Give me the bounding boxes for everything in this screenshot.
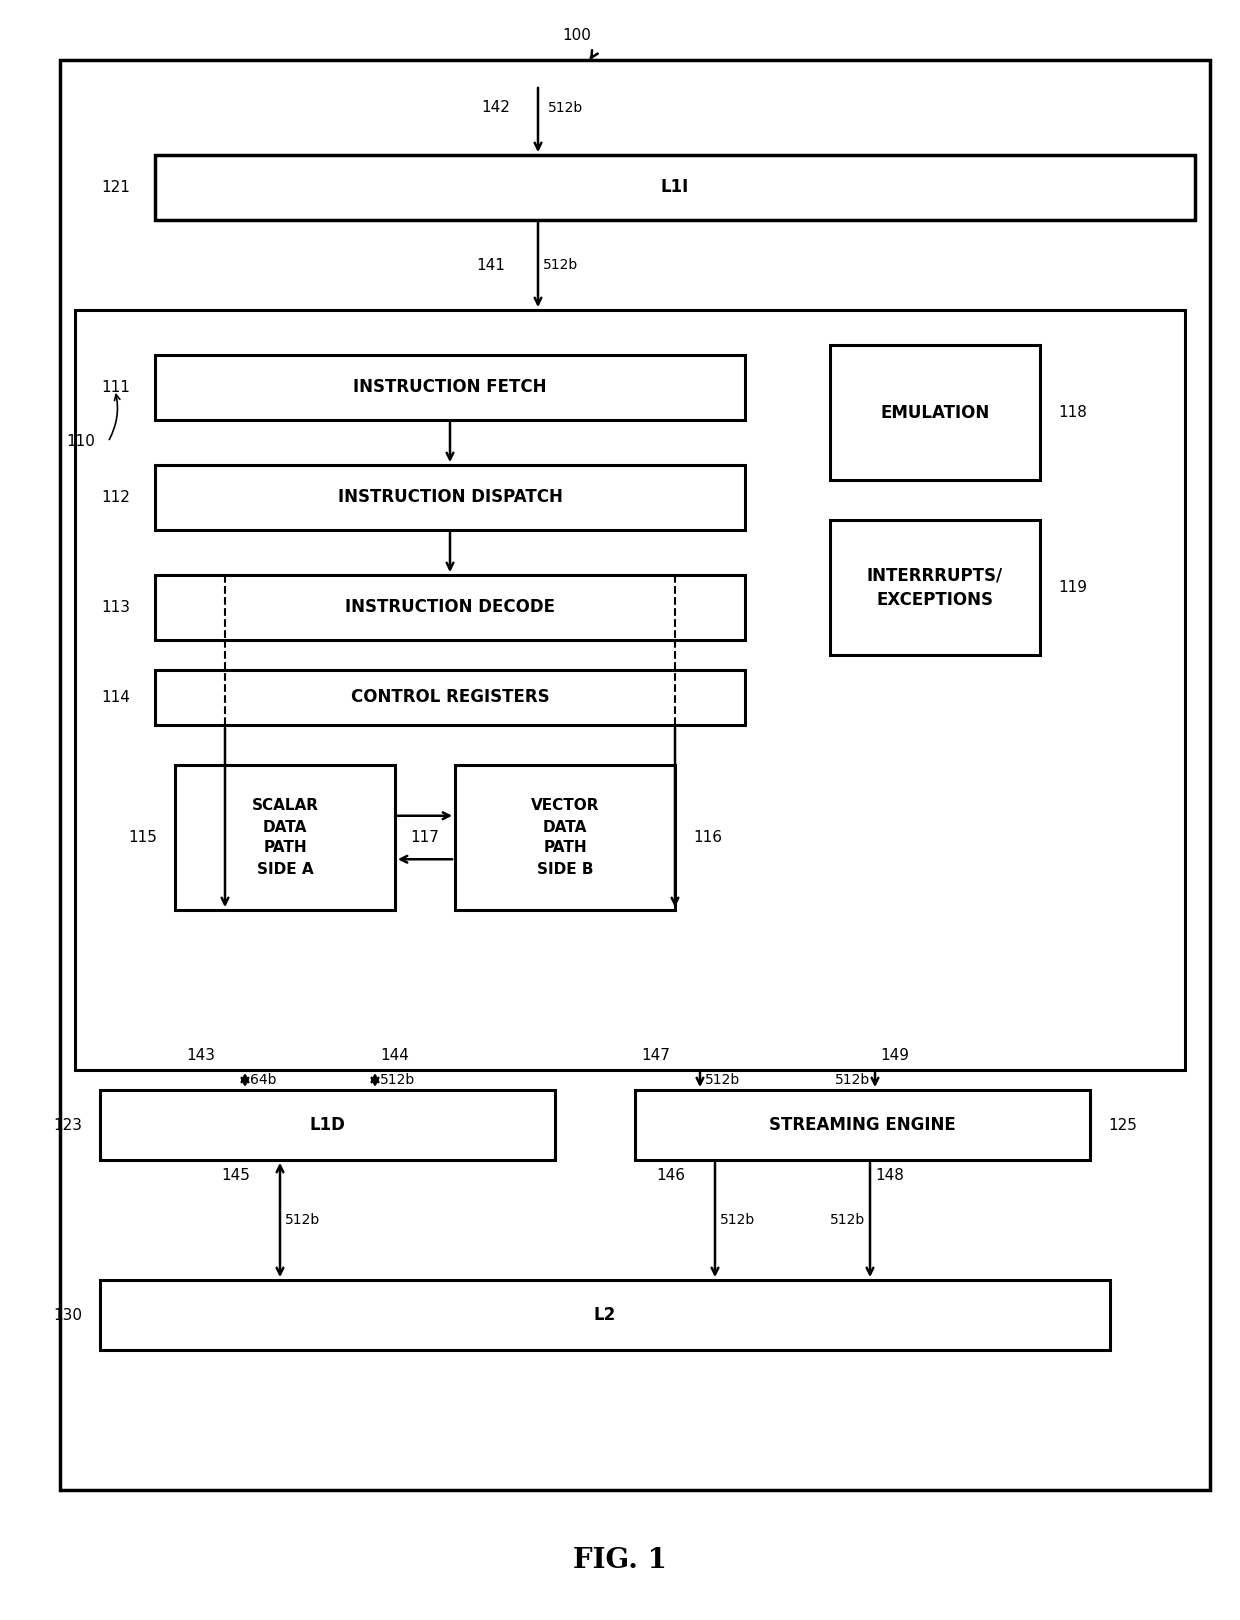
Text: L1D: L1D (310, 1116, 346, 1134)
Text: 512b: 512b (548, 100, 583, 115)
Bar (635, 1090, 1090, 1160)
Text: L2: L2 (594, 1306, 616, 1324)
Bar (100, 1090, 556, 1160)
Text: 121: 121 (102, 180, 130, 194)
Text: 116: 116 (693, 829, 722, 846)
Text: 145: 145 (221, 1168, 250, 1183)
Text: 112: 112 (102, 489, 130, 505)
Bar (155, 156, 1195, 220)
Bar (100, 1280, 1110, 1349)
Bar (155, 465, 745, 530)
Text: 118: 118 (1058, 405, 1087, 420)
Text: 512b: 512b (720, 1213, 755, 1226)
Text: 512b: 512b (379, 1072, 415, 1087)
Text: 111: 111 (102, 381, 130, 395)
Text: L1I: L1I (661, 178, 689, 196)
Text: 123: 123 (53, 1118, 82, 1132)
Bar (830, 520, 1040, 654)
Text: 512b: 512b (830, 1213, 866, 1226)
Bar (155, 575, 745, 640)
Text: 113: 113 (100, 599, 130, 616)
Bar (455, 765, 675, 910)
Text: 147: 147 (641, 1048, 670, 1063)
Bar (155, 671, 745, 726)
Text: 146: 146 (656, 1168, 684, 1183)
Text: STREAMING ENGINE: STREAMING ENGINE (769, 1116, 956, 1134)
Text: 119: 119 (1058, 580, 1087, 595)
Text: 512b: 512b (835, 1072, 870, 1087)
Text: CONTROL REGISTERS: CONTROL REGISTERS (351, 688, 549, 706)
Text: 100: 100 (562, 28, 591, 42)
Bar (830, 345, 1040, 480)
Bar (155, 355, 745, 420)
Text: 143: 143 (186, 1048, 215, 1063)
Text: 110: 110 (66, 434, 95, 449)
Text: 64b: 64b (250, 1072, 277, 1087)
Text: FIG. 1: FIG. 1 (573, 1547, 667, 1573)
Bar (74, 309, 1185, 1069)
Text: 130: 130 (53, 1307, 82, 1322)
Text: 149: 149 (880, 1048, 909, 1063)
Text: 141: 141 (476, 258, 505, 272)
Bar (175, 765, 396, 910)
Text: INSTRUCTION DECODE: INSTRUCTION DECODE (345, 598, 556, 617)
Text: 117: 117 (410, 829, 439, 846)
Text: INSTRUCTION DISPATCH: INSTRUCTION DISPATCH (337, 489, 563, 507)
Bar (60, 60, 1210, 1490)
Text: SCALAR
DATA
PATH
SIDE A: SCALAR DATA PATH SIDE A (252, 799, 319, 876)
Text: 512b: 512b (285, 1213, 320, 1226)
Text: VECTOR
DATA
PATH
SIDE B: VECTOR DATA PATH SIDE B (531, 799, 599, 876)
Text: 114: 114 (102, 690, 130, 705)
Text: 115: 115 (128, 829, 157, 846)
Text: 125: 125 (1109, 1118, 1137, 1132)
Text: 512b: 512b (543, 258, 578, 272)
Text: 512b: 512b (706, 1072, 740, 1087)
Text: INTERRRUPTS/
EXCEPTIONS: INTERRRUPTS/ EXCEPTIONS (867, 565, 1003, 609)
Text: EMULATION: EMULATION (880, 403, 990, 421)
Text: 144: 144 (379, 1048, 409, 1063)
Text: INSTRUCTION FETCH: INSTRUCTION FETCH (353, 379, 547, 397)
Text: 142: 142 (481, 100, 510, 115)
Text: 148: 148 (875, 1168, 904, 1183)
